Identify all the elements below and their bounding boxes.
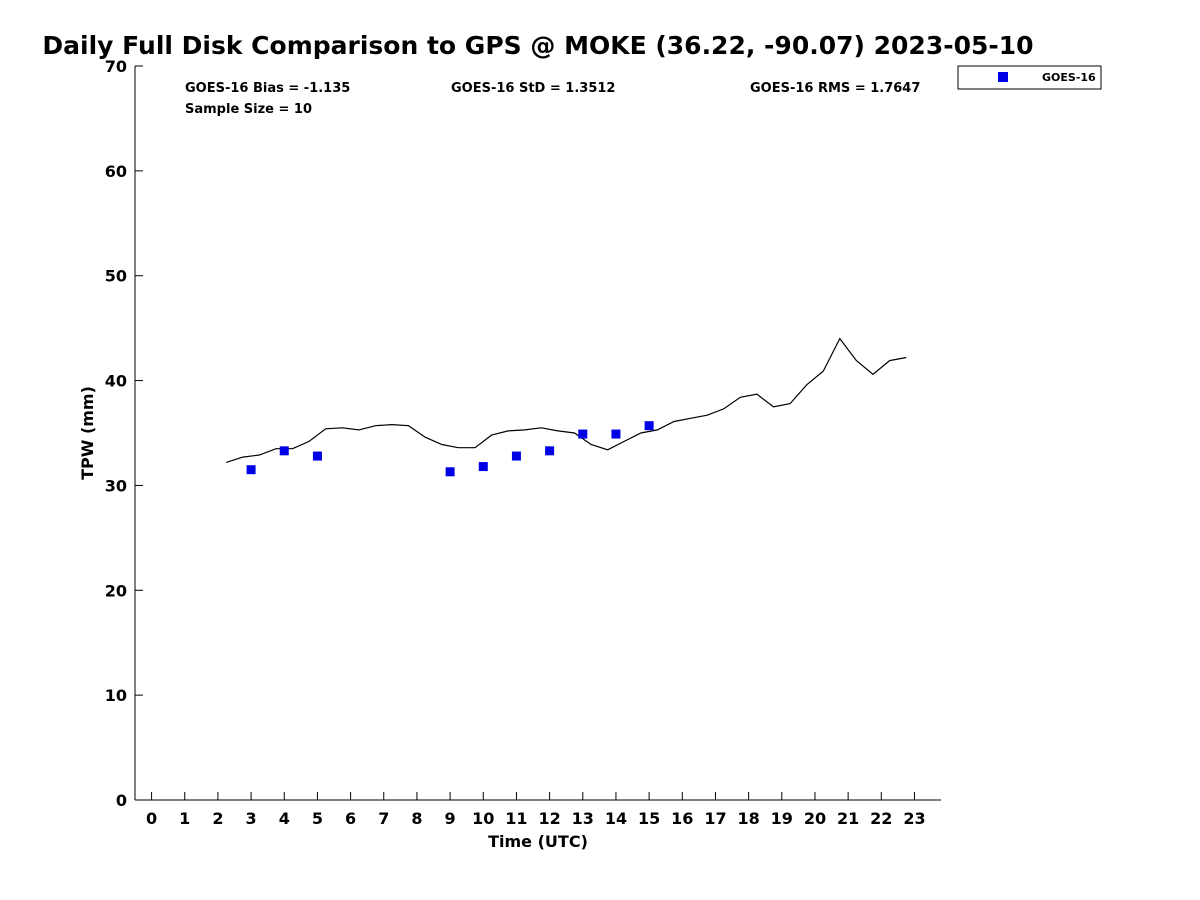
x-tick-label: 3 xyxy=(246,809,257,828)
stat-rms: GOES-16 RMS = 1.7647 xyxy=(750,81,920,96)
goes-16-point xyxy=(478,462,488,472)
x-tick-label: 21 xyxy=(837,809,859,828)
x-tick-label: 16 xyxy=(671,809,693,828)
legend-marker-goes-16 xyxy=(998,72,1008,82)
x-ticks: 0 1 2 3 4 5 6 7 8 9 10 11 12 13 14 15 16 17 18 19 20 21 22 23 xyxy=(146,792,926,828)
goes-16-point xyxy=(279,446,289,456)
goes-16-point xyxy=(644,421,654,431)
goes-16-point xyxy=(312,451,322,461)
y-tick-label: 10 xyxy=(105,686,127,705)
x-tick-label: 8 xyxy=(411,809,422,828)
goes-16-point xyxy=(545,446,555,456)
x-tick-label: 22 xyxy=(870,809,892,828)
y-tick-label: 60 xyxy=(105,162,127,181)
x-tick-label: 13 xyxy=(572,809,594,828)
stat-std: GOES-16 StD = 1.3512 xyxy=(451,81,615,96)
y-axis-label: TPW (mm) xyxy=(78,386,97,480)
x-tick-label: 18 xyxy=(737,809,759,828)
x-tick-label: 9 xyxy=(445,809,456,828)
series-layer xyxy=(226,337,907,477)
legend-label-goes-16: GOES-16 xyxy=(1042,71,1096,84)
x-tick-label: 12 xyxy=(538,809,560,828)
goes-16-point xyxy=(246,465,256,475)
goes-16-point xyxy=(445,467,455,477)
x-tick-label: 17 xyxy=(704,809,726,828)
y-tick-label: 20 xyxy=(105,581,127,600)
y-tick-label: 50 xyxy=(105,267,127,286)
gps-series-line xyxy=(226,337,907,463)
x-tick-label: 15 xyxy=(638,809,660,828)
y-tick-label: 40 xyxy=(105,372,127,391)
x-tick-label: 4 xyxy=(279,809,290,828)
x-tick-label: 20 xyxy=(804,809,826,828)
chart-title: Daily Full Disk Comparison to GPS @ MOKE… xyxy=(42,31,1033,60)
y-tick-label: 70 xyxy=(105,57,127,76)
x-tick-label: 7 xyxy=(378,809,389,828)
y-ticks: 0 10 20 30 40 50 60 70 xyxy=(105,57,143,810)
x-tick-label: 14 xyxy=(605,809,627,828)
legend: GOES-16 xyxy=(957,65,1102,90)
axes xyxy=(134,66,941,801)
x-tick-label: 10 xyxy=(472,809,494,828)
goes-16-point xyxy=(511,451,521,461)
x-axis-label: Time (UTC) xyxy=(488,832,588,851)
x-tick-label: 11 xyxy=(505,809,527,828)
stat-bias: GOES-16 Bias = -1.135 xyxy=(185,81,350,96)
x-tick-label: 6 xyxy=(345,809,356,828)
x-tick-label: 0 xyxy=(146,809,157,828)
stat-sample-size: Sample Size = 10 xyxy=(185,102,312,117)
x-tick-label: 23 xyxy=(903,809,925,828)
goes-16-point xyxy=(578,429,588,439)
y-tick-label: 0 xyxy=(116,791,127,810)
y-tick-label: 30 xyxy=(105,476,127,495)
x-tick-label: 2 xyxy=(212,809,223,828)
x-tick-label: 19 xyxy=(771,809,793,828)
x-tick-label: 5 xyxy=(312,809,323,828)
legend-box xyxy=(957,65,1102,90)
goes-16-point xyxy=(611,429,621,439)
x-tick-label: 1 xyxy=(179,809,190,828)
